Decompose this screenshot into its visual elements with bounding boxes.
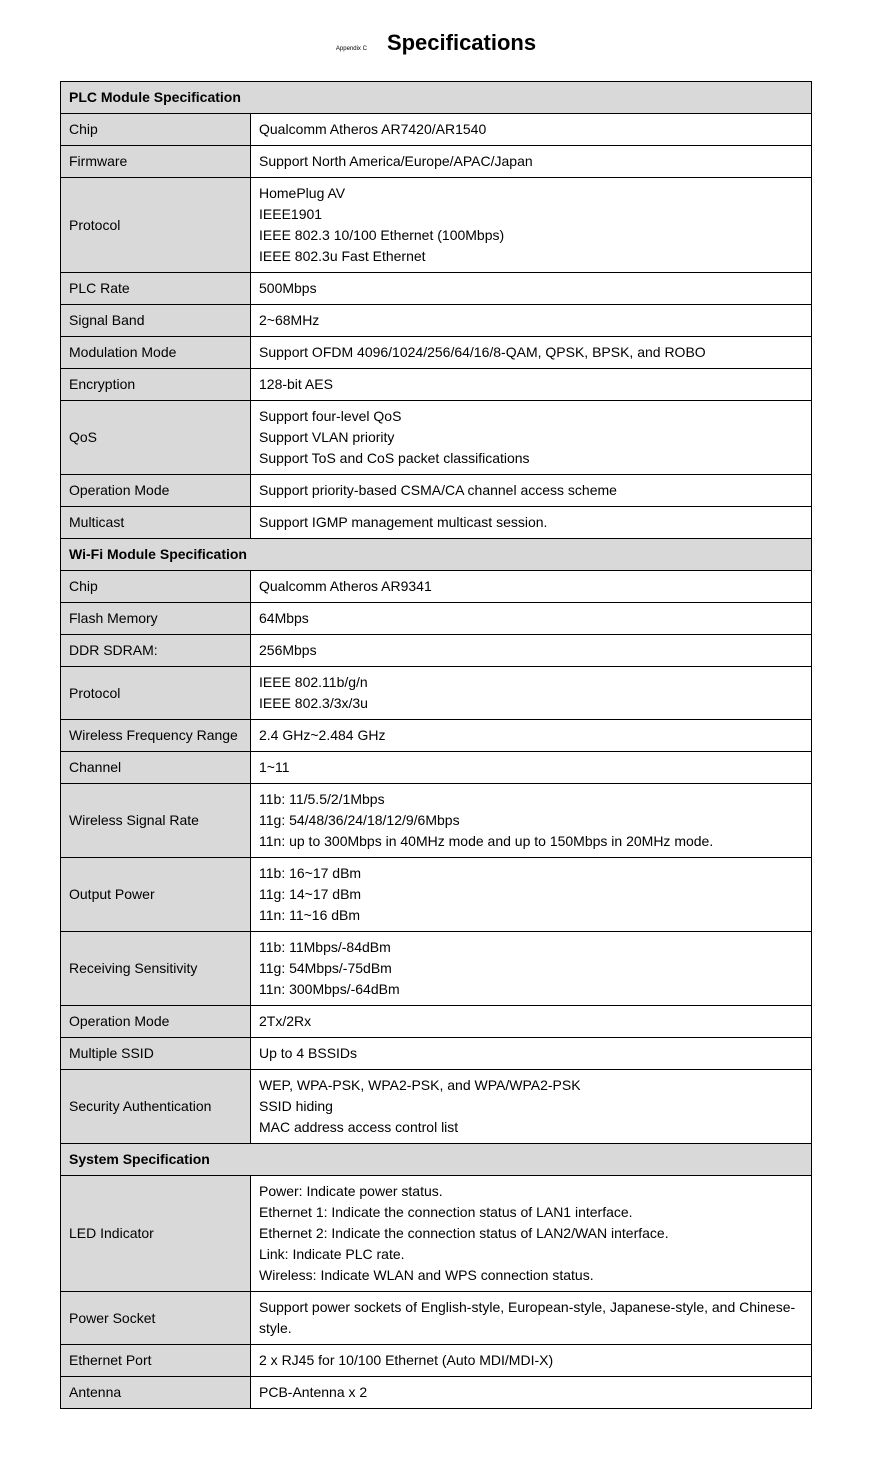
system-section-header: System Specification (61, 1144, 812, 1176)
wifi-opmode-label: Operation Mode (61, 1006, 251, 1038)
system-powersocket-value: Support power sockets of English-style, … (251, 1292, 812, 1345)
plc-modulation-value: Support OFDM 4096/1024/256/64/16/8-QAM, … (251, 337, 812, 369)
table-row: Security Authentication WEP, WPA-PSK, WP… (61, 1070, 812, 1144)
section-header-row: System Specification (61, 1144, 812, 1176)
table-row: Firmware Support North America/Europe/AP… (61, 146, 812, 178)
plc-signalband-value: 2~68MHz (251, 305, 812, 337)
table-row: QoS Support four-level QoS Support VLAN … (61, 401, 812, 475)
plc-encryption-label: Encryption (61, 369, 251, 401)
plc-section-header: PLC Module Specification (61, 82, 812, 114)
plc-firmware-label: Firmware (61, 146, 251, 178)
wifi-security-label: Security Authentication (61, 1070, 251, 1144)
plc-multicast-label: Multicast (61, 507, 251, 539)
table-row: Protocol HomePlug AV IEEE1901 IEEE 802.3… (61, 178, 812, 273)
wifi-channel-value: 1~11 (251, 752, 812, 784)
wifi-signalrate-value: 11b: 11/5.5/2/1Mbps 11g: 54/48/36/24/18/… (251, 784, 812, 858)
table-row: Operation Mode 2Tx/2Rx (61, 1006, 812, 1038)
wifi-sensitivity-label: Receiving Sensitivity (61, 932, 251, 1006)
table-row: Chip Qualcomm Atheros AR9341 (61, 571, 812, 603)
wifi-flash-value: 64Mbps (251, 603, 812, 635)
table-row: Output Power 11b: 16~17 dBm 11g: 14~17 d… (61, 858, 812, 932)
table-row: Protocol IEEE 802.11b/g/n IEEE 802.3/3x/… (61, 667, 812, 720)
plc-opmode-value: Support priority-based CSMA/CA channel a… (251, 475, 812, 507)
plc-protocol-label: Protocol (61, 178, 251, 273)
table-row: Operation Mode Support priority-based CS… (61, 475, 812, 507)
wifi-section-header: Wi-Fi Module Specification (61, 539, 812, 571)
table-row: Multicast Support IGMP management multic… (61, 507, 812, 539)
table-row: DDR SDRAM: 256Mbps (61, 635, 812, 667)
wifi-chip-label: Chip (61, 571, 251, 603)
wifi-flash-label: Flash Memory (61, 603, 251, 635)
specifications-table: PLC Module Specification Chip Qualcomm A… (60, 81, 812, 1409)
wifi-opmode-value: 2Tx/2Rx (251, 1006, 812, 1038)
plc-opmode-label: Operation Mode (61, 475, 251, 507)
system-antenna-label: Antenna (61, 1377, 251, 1409)
table-row: Antenna PCB-Antenna x 2 (61, 1377, 812, 1409)
wifi-protocol-label: Protocol (61, 667, 251, 720)
wifi-freq-value: 2.4 GHz~2.484 GHz (251, 720, 812, 752)
plc-firmware-value: Support North America/Europe/APAC/Japan (251, 146, 812, 178)
plc-chip-value: Qualcomm Atheros AR7420/AR1540 (251, 114, 812, 146)
section-header-row: PLC Module Specification (61, 82, 812, 114)
plc-chip-label: Chip (61, 114, 251, 146)
wifi-chip-value: Qualcomm Atheros AR9341 (251, 571, 812, 603)
appendix-label: Appendix C (336, 46, 367, 52)
system-ethernet-value: 2 x RJ45 for 10/100 Ethernet (Auto MDI/M… (251, 1345, 812, 1377)
wifi-signalrate-label: Wireless Signal Rate (61, 784, 251, 858)
plc-encryption-value: 128-bit AES (251, 369, 812, 401)
plc-rate-label: PLC Rate (61, 273, 251, 305)
table-row: Wireless Signal Rate 11b: 11/5.5/2/1Mbps… (61, 784, 812, 858)
table-row: Channel 1~11 (61, 752, 812, 784)
table-row: Chip Qualcomm Atheros AR7420/AR1540 (61, 114, 812, 146)
wifi-freq-label: Wireless Frequency Range (61, 720, 251, 752)
system-led-value: Power: Indicate power status. Ethernet 1… (251, 1176, 812, 1292)
wifi-outputpower-value: 11b: 16~17 dBm 11g: 14~17 dBm 11n: 11~16… (251, 858, 812, 932)
table-row: LED Indicator Power: Indicate power stat… (61, 1176, 812, 1292)
page-title: Specifications (387, 30, 536, 56)
plc-signalband-label: Signal Band (61, 305, 251, 337)
wifi-sensitivity-value: 11b: 11Mbps/-84dBm 11g: 54Mbps/-75dBm 11… (251, 932, 812, 1006)
table-row: Signal Band 2~68MHz (61, 305, 812, 337)
wifi-protocol-value: IEEE 802.11b/g/n IEEE 802.3/3x/3u (251, 667, 812, 720)
table-row: Wireless Frequency Range 2.4 GHz~2.484 G… (61, 720, 812, 752)
table-row: Encryption 128-bit AES (61, 369, 812, 401)
table-row: Flash Memory 64Mbps (61, 603, 812, 635)
table-row: Receiving Sensitivity 11b: 11Mbps/-84dBm… (61, 932, 812, 1006)
system-powersocket-label: Power Socket (61, 1292, 251, 1345)
wifi-ssid-label: Multiple SSID (61, 1038, 251, 1070)
wifi-ddr-label: DDR SDRAM: (61, 635, 251, 667)
system-ethernet-label: Ethernet Port (61, 1345, 251, 1377)
table-row: PLC Rate 500Mbps (61, 273, 812, 305)
wifi-ddr-value: 256Mbps (251, 635, 812, 667)
plc-rate-value: 500Mbps (251, 273, 812, 305)
table-row: Multiple SSID Up to 4 BSSIDs (61, 1038, 812, 1070)
plc-protocol-value: HomePlug AV IEEE1901 IEEE 802.3 10/100 E… (251, 178, 812, 273)
section-header-row: Wi-Fi Module Specification (61, 539, 812, 571)
system-led-label: LED Indicator (61, 1176, 251, 1292)
system-antenna-value: PCB-Antenna x 2 (251, 1377, 812, 1409)
wifi-security-value: WEP, WPA-PSK, WPA2-PSK, and WPA/WPA2-PSK… (251, 1070, 812, 1144)
wifi-outputpower-label: Output Power (61, 858, 251, 932)
plc-multicast-value: Support IGMP management multicast sessio… (251, 507, 812, 539)
plc-qos-value: Support four-level QoS Support VLAN prio… (251, 401, 812, 475)
table-row: Modulation Mode Support OFDM 4096/1024/2… (61, 337, 812, 369)
table-row: Ethernet Port 2 x RJ45 for 10/100 Ethern… (61, 1345, 812, 1377)
plc-modulation-label: Modulation Mode (61, 337, 251, 369)
plc-qos-label: QoS (61, 401, 251, 475)
wifi-channel-label: Channel (61, 752, 251, 784)
table-row: Power Socket Support power sockets of En… (61, 1292, 812, 1345)
wifi-ssid-value: Up to 4 BSSIDs (251, 1038, 812, 1070)
title-row: Appendix C Specifications (60, 30, 812, 56)
